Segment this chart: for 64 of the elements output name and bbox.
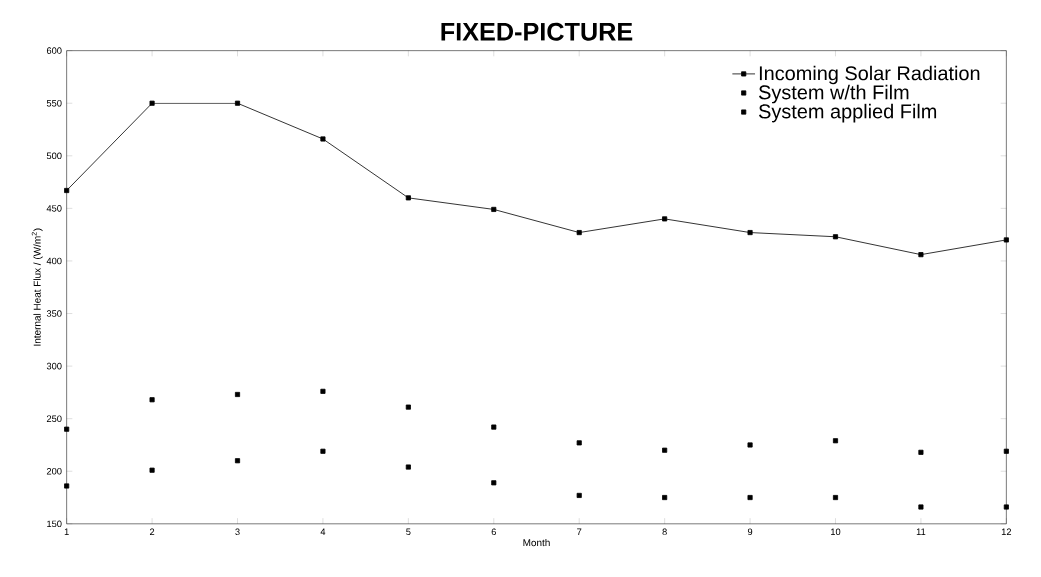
point — [491, 424, 497, 430]
point — [747, 442, 753, 448]
x-tick-label: 5 — [406, 528, 411, 535]
x-tick-label: 12 — [1001, 528, 1012, 535]
point — [1003, 237, 1009, 243]
point — [576, 440, 582, 446]
point — [918, 252, 924, 258]
x-tick-label: 7 — [577, 528, 582, 535]
x-tick-label: 4 — [320, 528, 326, 535]
x-tick-label: 3 — [235, 528, 240, 536]
point — [832, 234, 839, 240]
x-tick-label: 11 — [916, 528, 926, 535]
point — [405, 195, 411, 201]
point — [747, 229, 753, 236]
point — [832, 494, 839, 501]
point — [576, 229, 582, 236]
y-tick-label: 200 — [46, 467, 62, 475]
legend-label: System applied Film — [758, 103, 937, 123]
x-tick-label: 8 — [662, 528, 667, 536]
x-tick-label: 6 — [491, 528, 496, 536]
legend-label: System w/th Film — [758, 84, 909, 104]
point — [1003, 448, 1009, 454]
y-tick-label: 550 — [46, 99, 62, 107]
point — [234, 458, 241, 464]
point — [320, 136, 326, 142]
point — [832, 438, 839, 444]
point — [662, 447, 668, 453]
x-axis-title: Month — [523, 538, 550, 547]
point — [64, 426, 70, 432]
point — [747, 494, 753, 501]
point — [576, 492, 582, 498]
point — [662, 216, 668, 222]
x-tick-label: 2 — [149, 528, 155, 535]
point — [405, 464, 411, 470]
legend-label: Incoming Solar Radiation — [759, 65, 980, 85]
point — [491, 206, 497, 212]
x-tick-label: 1 — [64, 528, 69, 535]
y-tick-label: 450 — [46, 205, 62, 212]
point — [1003, 504, 1009, 510]
chart-title: FIXED-PICTURE — [441, 22, 633, 41]
point — [491, 480, 497, 486]
point — [918, 449, 924, 455]
point — [64, 483, 70, 489]
y-tick-label: 350 — [46, 310, 62, 317]
x-tick-label: 9 — [747, 528, 753, 536]
point — [918, 504, 924, 510]
point — [234, 391, 241, 397]
point — [64, 187, 70, 193]
y-tick-label: 400 — [46, 257, 62, 265]
point — [405, 404, 411, 410]
point — [320, 448, 326, 454]
point — [234, 100, 241, 106]
point — [149, 467, 155, 473]
y-tick-label: 600 — [46, 47, 62, 54]
y-tick-label: 500 — [46, 152, 62, 160]
x-tick-label: 10 — [831, 528, 841, 536]
y-axis-title: Internal Heat Flux / (W/m$^{2}$) — [31, 228, 43, 346]
point — [149, 397, 155, 403]
point — [149, 100, 155, 106]
point — [320, 388, 326, 394]
point — [662, 494, 668, 501]
y-tick-label: 150 — [47, 520, 62, 528]
y-tick-label: 300 — [46, 362, 62, 370]
y-tick-label: 250 — [46, 415, 62, 422]
